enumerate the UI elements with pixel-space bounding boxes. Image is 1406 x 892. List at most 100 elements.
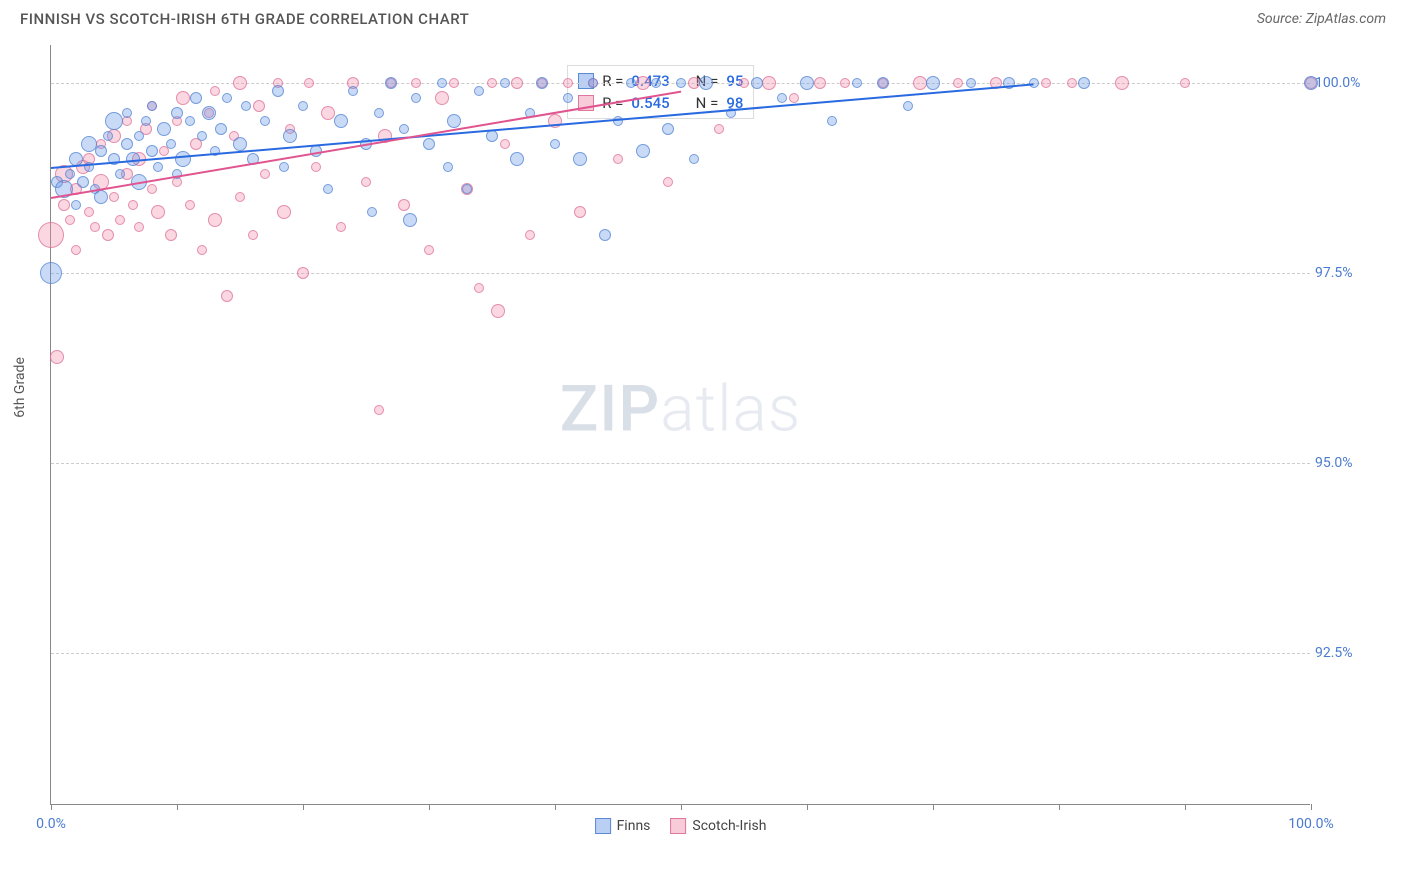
scatter-point (651, 78, 661, 88)
x-tick-label: 0.0% (36, 816, 66, 832)
scatter-point (58, 199, 70, 211)
scatter-point (153, 162, 163, 172)
scatter-point (147, 184, 157, 194)
scatter-point (233, 76, 247, 90)
scatter-point (399, 124, 409, 134)
scatter-point (84, 207, 94, 217)
scatter-point (71, 200, 81, 210)
scatter-point (689, 154, 699, 164)
scatter-point (574, 206, 586, 218)
scatter-point (221, 290, 233, 302)
scatter-point (90, 222, 100, 232)
x-tick (681, 804, 682, 810)
scatter-point (449, 78, 459, 88)
scatter-point (253, 100, 265, 112)
scatter-point (1078, 77, 1090, 89)
scatter-point (81, 136, 97, 152)
scatter-point (185, 200, 195, 210)
scatter-point (777, 93, 787, 103)
scatter-point (298, 101, 308, 111)
scatter-point (877, 77, 889, 89)
scatter-point (105, 112, 123, 130)
scatter-point (94, 190, 108, 204)
scatter-point (424, 245, 434, 255)
scatter-point (500, 78, 510, 88)
scatter-point (185, 116, 195, 126)
scatter-point (115, 215, 125, 225)
scatter-point (411, 78, 421, 88)
scatter-point (827, 116, 837, 126)
scatter-point (190, 92, 202, 104)
scatter-point (699, 76, 713, 90)
scatter-point (500, 139, 510, 149)
scatter-point (599, 229, 611, 241)
x-tick (1311, 804, 1312, 810)
x-tick (303, 804, 304, 810)
scatter-point (304, 78, 314, 88)
x-tick (1059, 804, 1060, 810)
scatter-point (676, 78, 686, 88)
watermark-atlas: atlas (660, 372, 801, 447)
scatter-point (109, 192, 119, 202)
scatter-point (283, 129, 297, 143)
scatter-point (563, 93, 573, 103)
scatter-point (197, 245, 207, 255)
scatter-point (423, 138, 435, 150)
legend-swatch (595, 818, 611, 834)
scatter-point (852, 78, 862, 88)
scatter-point (374, 108, 384, 118)
scatter-point (40, 262, 62, 284)
legend-item: Scotch-Irish (670, 818, 766, 834)
stats-row: R =0.473N =95 (578, 70, 743, 92)
scatter-point (1067, 78, 1077, 88)
watermark-zip: ZIP (560, 372, 661, 447)
scatter-point (336, 222, 346, 232)
scatter-point (443, 162, 453, 172)
scatter-point (447, 114, 461, 128)
scatter-point (197, 131, 207, 141)
source-label: Source: ZipAtlas.com (1257, 11, 1386, 27)
scatter-point (334, 114, 348, 128)
scatter-point (65, 215, 75, 225)
scatter-point (613, 154, 623, 164)
scatter-point (636, 76, 650, 90)
scatter-point (102, 229, 114, 241)
scatter-point (903, 101, 913, 111)
scatter-point (77, 176, 89, 188)
scatter-point (536, 77, 548, 89)
scatter-point (926, 76, 940, 90)
legend-swatch (670, 818, 686, 834)
scatter-point (151, 205, 165, 219)
scatter-point (95, 145, 107, 157)
x-tick (429, 804, 430, 810)
scatter-point (248, 230, 258, 240)
scatter-point (166, 139, 176, 149)
gridline (51, 463, 1310, 464)
r-label: R = (602, 72, 623, 90)
legend-label: Scotch-Irish (692, 818, 766, 834)
y-tick-label: 95.0% (1315, 455, 1375, 471)
scatter-point (141, 116, 151, 126)
scatter-point (121, 138, 133, 150)
legend-item: Finns (595, 818, 651, 834)
scatter-point (277, 205, 291, 219)
scatter-point (550, 139, 560, 149)
x-tick (933, 804, 934, 810)
scatter-point (175, 151, 191, 167)
chart-title: FINNISH VS SCOTCH-IRISH 6TH GRADE CORREL… (20, 10, 469, 28)
n-label: N = (696, 94, 719, 112)
scatter-point (157, 122, 171, 136)
y-tick-label: 97.5% (1315, 265, 1375, 281)
scatter-point (636, 144, 650, 158)
scatter-point (176, 91, 190, 105)
scatter-point (814, 77, 826, 89)
scatter-point (953, 78, 963, 88)
scatter-point (751, 77, 763, 89)
scatter-point (348, 86, 358, 96)
scatter-point (474, 86, 484, 96)
scatter-point (38, 222, 64, 248)
scatter-point (487, 78, 497, 88)
scatter-point (840, 78, 850, 88)
scatter-point (367, 207, 377, 217)
scatter-point (297, 267, 309, 279)
